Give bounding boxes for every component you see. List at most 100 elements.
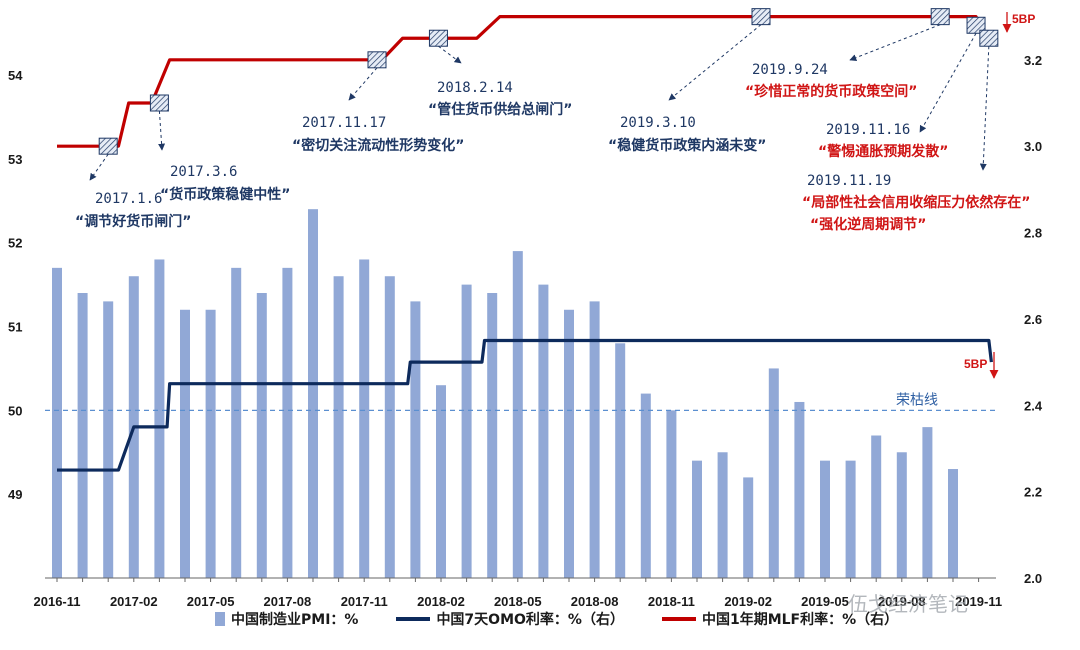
annotation-text: “调节好货币闸门” — [75, 213, 191, 230]
hatch-marker — [428, 29, 448, 47]
pmi-bar — [538, 284, 549, 578]
pmi-bar — [820, 460, 830, 578]
pmi-bar — [231, 267, 242, 578]
annotation-text: “警惕通胀预期发散” — [818, 143, 948, 160]
left-tick-label: 53 — [8, 152, 22, 167]
x-tick-label: 2019-11 — [955, 594, 1002, 609]
pmi-bar — [512, 251, 523, 578]
pmi-bar — [180, 309, 190, 578]
pmi-bar — [282, 267, 293, 578]
omo-cut-label: 5BP — [964, 357, 987, 371]
pmi-bar — [487, 293, 498, 578]
legend-label-pmi: 中国制造业PMI：% — [231, 612, 359, 628]
mlf-cut-label: 5BP — [1012, 12, 1035, 26]
x-tick-label: 2019-08 — [878, 594, 926, 609]
annotation-date: 2017.1.6 — [95, 191, 162, 207]
hatch-marker — [751, 8, 771, 26]
annotation-arrow — [89, 153, 109, 181]
annotation-arrow — [348, 67, 378, 101]
hatch-marker — [979, 29, 999, 47]
right-tick-label: 2.4 — [1024, 398, 1043, 413]
pmi-bar — [845, 460, 856, 578]
reference-line-label: 荣枯线 — [896, 392, 938, 408]
pmi-bar — [308, 209, 318, 579]
pmi-bar — [794, 401, 805, 578]
hatch-marker — [149, 94, 169, 112]
annotation-date: 2019.3.10 — [620, 115, 696, 131]
right-tick-label: 2.6 — [1024, 312, 1042, 327]
legend-item-omo: 中国7天OMO利率：%（右） — [396, 609, 624, 629]
annotation-text: “稳健货币政策内涵未变” — [608, 137, 766, 154]
omo-line — [57, 338, 993, 472]
x-tick-label: 2019-05 — [801, 594, 849, 609]
hatch-marker — [966, 16, 986, 34]
annotation-arrow — [979, 46, 990, 171]
annotation-text: “管住货币供给总闸门” — [428, 101, 572, 118]
legend-item-pmi: 中国制造业PMI：% — [215, 609, 358, 629]
pmi-bar — [410, 301, 421, 578]
hatch-marker — [367, 51, 387, 69]
annotation-date: 2019.9.24 — [752, 62, 828, 78]
right-tick-label: 2.2 — [1024, 485, 1042, 500]
annotation-date: 2019.11.16 — [826, 122, 910, 138]
pmi-bar — [948, 469, 958, 578]
legend-swatch-pmi — [215, 612, 225, 626]
legend-label-omo: 中国7天OMO利率：%（右） — [436, 612, 624, 628]
left-tick-label: 52 — [8, 236, 22, 251]
legend-swatch-omo — [396, 617, 431, 621]
watermark: 伍戈经济笔记 — [848, 592, 968, 616]
annotation-arrow — [919, 33, 977, 133]
annotation-date: 2017.11.17 — [302, 115, 386, 131]
hatch-marker — [930, 8, 950, 26]
right-tick-label: 3.2 — [1024, 53, 1042, 68]
x-tick-label: 2019-02 — [724, 594, 772, 609]
legend: 中国制造业PMI：% 中国7天OMO利率：%（右） 中国1年期MLF利率：%（右… — [215, 608, 975, 630]
pmi-bar — [333, 276, 344, 578]
left-tick-label: 51 — [8, 320, 22, 335]
pmi-bar — [589, 301, 600, 578]
x-tick-label: 2017-11 — [341, 594, 388, 609]
pmi-bar — [103, 301, 114, 578]
annotation-date: 2017.3.6 — [170, 164, 237, 180]
annotation-arrow — [849, 24, 941, 61]
annotation-text: “货币政策稳健中性” — [160, 186, 290, 203]
pmi-bar — [922, 427, 933, 578]
pmi-bar — [768, 368, 779, 578]
x-tick-label: 2018-08 — [571, 594, 619, 609]
left-tick-label: 50 — [8, 403, 22, 418]
x-tick-label: 2017-05 — [187, 594, 235, 609]
annotation-text: “局部性社会信用收缩压力依然存在” — [802, 194, 1030, 211]
pmi-bar — [77, 293, 88, 578]
annotation-text: “珍惜正常的货币政策空间” — [745, 83, 917, 100]
annotation-arrow — [158, 110, 166, 151]
pmi-bar — [52, 267, 62, 578]
pmi-bars — [52, 209, 958, 579]
x-tick-label: 2017-08 — [264, 594, 312, 609]
pmi-bar — [615, 343, 626, 578]
right-tick-label: 3.0 — [1024, 139, 1042, 154]
x-tick-label: 2018-11 — [648, 594, 695, 609]
right-tick-label: 2.8 — [1024, 226, 1042, 241]
annotation-arrow — [668, 24, 762, 101]
pmi-bar — [154, 259, 165, 578]
annotation-text-2: “强化逆周期调节” — [810, 216, 926, 233]
x-tick-label: 2017-02 — [110, 594, 158, 609]
axes: 2016-11 2017-02 2017-05 2017-08 2017-11 2018-… — [8, 53, 1043, 609]
annotation-arrow — [438, 45, 462, 64]
pmi-bar — [640, 393, 651, 578]
pmi-bar — [436, 385, 446, 578]
pmi-bar — [743, 477, 754, 578]
pmi-bar — [384, 276, 395, 578]
x-tick-label: 2016-11 — [34, 594, 81, 609]
annotation-date: 2019.11.19 — [807, 173, 891, 189]
pmi-bar — [871, 435, 882, 578]
hatch-marker — [98, 137, 118, 155]
left-tick-label: 54 — [8, 68, 23, 83]
pmi-bar — [896, 452, 907, 578]
annotations: 2017.1.6 “调节好货币闸门” 2017.3.6 “货币政策稳健中性” 2017.… — [75, 8, 1035, 379]
right-tick-label: 2.0 — [1024, 571, 1042, 586]
pmi-bar — [717, 452, 728, 578]
pmi-bar — [256, 293, 267, 578]
pmi-bar — [666, 410, 677, 578]
